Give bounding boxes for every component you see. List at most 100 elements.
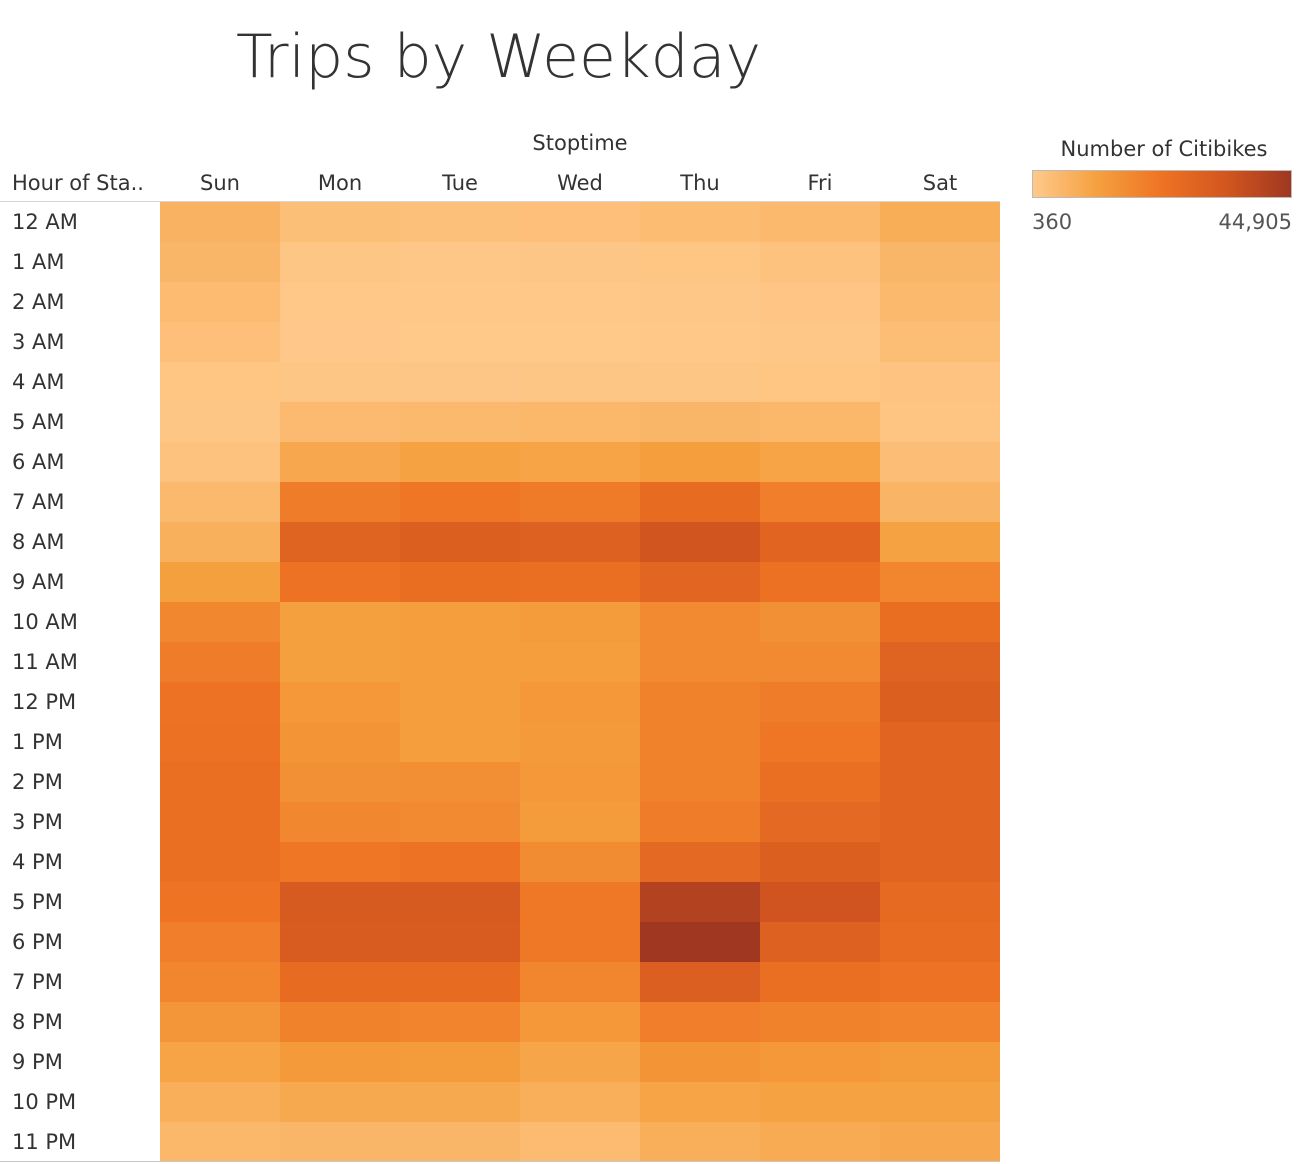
heatmap-cell[interactable]	[280, 522, 400, 562]
heatmap-cell[interactable]	[520, 242, 640, 282]
row-label[interactable]: 7 PM	[12, 970, 63, 994]
heatmap-cell[interactable]	[640, 682, 760, 722]
heatmap-cell[interactable]	[400, 482, 520, 522]
heatmap-cell[interactable]	[520, 922, 640, 962]
heatmap-cell[interactable]	[400, 322, 520, 362]
heatmap-cell[interactable]	[520, 1002, 640, 1042]
heatmap-cell[interactable]	[760, 682, 880, 722]
heatmap-cell[interactable]	[280, 802, 400, 842]
heatmap-cell[interactable]	[160, 522, 280, 562]
heatmap-cell[interactable]	[640, 482, 760, 522]
heatmap-cell[interactable]	[280, 322, 400, 362]
heatmap-cell[interactable]	[760, 562, 880, 602]
heatmap-cell[interactable]	[880, 1122, 1000, 1162]
heatmap-cell[interactable]	[640, 1042, 760, 1082]
heatmap-cell[interactable]	[640, 522, 760, 562]
heatmap-cell[interactable]	[160, 202, 280, 242]
heatmap-cell[interactable]	[520, 1122, 640, 1162]
heatmap-cell[interactable]	[280, 442, 400, 482]
row-label[interactable]: 5 AM	[12, 410, 65, 434]
heatmap-cell[interactable]	[280, 842, 400, 882]
heatmap-cell[interactable]	[400, 962, 520, 1002]
heatmap-cell[interactable]	[400, 362, 520, 402]
heatmap-cell[interactable]	[280, 682, 400, 722]
row-label[interactable]: 8 PM	[12, 1010, 63, 1034]
row-label[interactable]: 4 AM	[12, 370, 65, 394]
heatmap-cell[interactable]	[520, 722, 640, 762]
heatmap-cell[interactable]	[880, 962, 1000, 1002]
heatmap-cell[interactable]	[160, 1002, 280, 1042]
heatmap-cell[interactable]	[160, 962, 280, 1002]
column-label-thu[interactable]: Thu	[680, 171, 720, 195]
row-label[interactable]: 4 PM	[12, 850, 63, 874]
heatmap-cell[interactable]	[160, 1122, 280, 1162]
heatmap-cell[interactable]	[400, 1042, 520, 1082]
heatmap-cell[interactable]	[640, 722, 760, 762]
heatmap-cell[interactable]	[280, 482, 400, 522]
heatmap-cell[interactable]	[640, 562, 760, 602]
heatmap-cell[interactable]	[880, 1042, 1000, 1082]
row-label[interactable]: 9 AM	[12, 570, 65, 594]
heatmap-cell[interactable]	[520, 442, 640, 482]
heatmap-cell[interactable]	[400, 1082, 520, 1122]
heatmap-cell[interactable]	[760, 802, 880, 842]
heatmap-cell[interactable]	[640, 922, 760, 962]
heatmap-cell[interactable]	[400, 922, 520, 962]
heatmap-cell[interactable]	[400, 402, 520, 442]
heatmap-cell[interactable]	[280, 762, 400, 802]
legend-color-ramp[interactable]	[1032, 170, 1292, 198]
heatmap-cell[interactable]	[160, 362, 280, 402]
heatmap-cell[interactable]	[160, 882, 280, 922]
row-label[interactable]: 3 AM	[12, 330, 65, 354]
heatmap-cell[interactable]	[760, 522, 880, 562]
heatmap-cell[interactable]	[760, 922, 880, 962]
heatmap-cell[interactable]	[760, 1002, 880, 1042]
heatmap-cell[interactable]	[280, 282, 400, 322]
heatmap-cell[interactable]	[280, 562, 400, 602]
heatmap-cell[interactable]	[760, 482, 880, 522]
heatmap-cell[interactable]	[160, 762, 280, 802]
heatmap-cell[interactable]	[760, 402, 880, 442]
heatmap-cell[interactable]	[160, 322, 280, 362]
heatmap-cell[interactable]	[760, 962, 880, 1002]
heatmap-cell[interactable]	[640, 362, 760, 402]
row-label[interactable]: 2 PM	[12, 770, 63, 794]
row-label[interactable]: 12 AM	[12, 210, 78, 234]
heatmap-cell[interactable]	[760, 842, 880, 882]
heatmap-cell[interactable]	[400, 602, 520, 642]
heatmap-cell[interactable]	[640, 882, 760, 922]
row-label[interactable]: 11 AM	[12, 650, 78, 674]
heatmap-cell[interactable]	[160, 842, 280, 882]
heatmap-cell[interactable]	[400, 842, 520, 882]
heatmap-cell[interactable]	[520, 842, 640, 882]
heatmap-cell[interactable]	[520, 642, 640, 682]
heatmap-cell[interactable]	[520, 362, 640, 402]
heatmap-cell[interactable]	[520, 522, 640, 562]
heatmap-cell[interactable]	[880, 922, 1000, 962]
heatmap-cell[interactable]	[520, 682, 640, 722]
heatmap-cell[interactable]	[760, 202, 880, 242]
heatmap-cell[interactable]	[400, 282, 520, 322]
heatmap-cell[interactable]	[880, 402, 1000, 442]
column-label-mon[interactable]: Mon	[317, 171, 363, 195]
heatmap-cell[interactable]	[760, 1122, 880, 1162]
heatmap-cell[interactable]	[280, 1082, 400, 1122]
row-label[interactable]: 1 PM	[12, 730, 63, 754]
heatmap-cell[interactable]	[880, 362, 1000, 402]
heatmap-cell[interactable]	[760, 602, 880, 642]
heatmap-cell[interactable]	[880, 842, 1000, 882]
heatmap-cell[interactable]	[760, 322, 880, 362]
heatmap-cell[interactable]	[880, 602, 1000, 642]
row-label[interactable]: 1 AM	[12, 250, 65, 274]
heatmap-cell[interactable]	[760, 442, 880, 482]
heatmap-cell[interactable]	[880, 762, 1000, 802]
heatmap-cell[interactable]	[760, 282, 880, 322]
heatmap-cell[interactable]	[640, 602, 760, 642]
heatmap-cell[interactable]	[880, 562, 1000, 602]
heatmap-cell[interactable]	[280, 202, 400, 242]
column-label-wed[interactable]: Wed	[557, 171, 603, 195]
heatmap-cell[interactable]	[160, 922, 280, 962]
heatmap-cell[interactable]	[520, 762, 640, 802]
heatmap-cell[interactable]	[160, 722, 280, 762]
heatmap-cell[interactable]	[640, 322, 760, 362]
